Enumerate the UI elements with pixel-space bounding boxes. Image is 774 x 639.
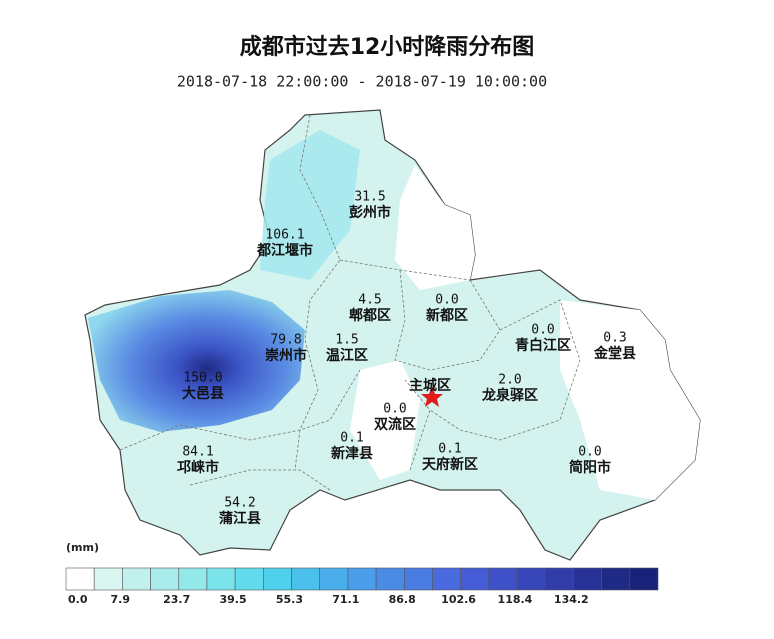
legend-unit: (mm) xyxy=(66,541,99,554)
boundary xyxy=(119,369,361,451)
legend-swatch xyxy=(432,567,461,591)
district-value: 79.8 xyxy=(270,333,301,348)
heavy-rain-area xyxy=(88,290,305,432)
dry-area xyxy=(560,300,700,500)
district-value: 54.2 xyxy=(224,496,255,511)
boundary xyxy=(429,299,581,441)
district-value: 0.1 xyxy=(340,431,363,446)
district-name: 青白江区 xyxy=(515,337,571,354)
map xyxy=(84,109,701,561)
district-name: 郫都区 xyxy=(349,307,391,324)
district-name: 彭州市 xyxy=(349,204,391,221)
boundary xyxy=(189,469,331,491)
legend-swatch xyxy=(93,567,123,591)
district-value: 106.1 xyxy=(265,228,304,243)
legend-swatch xyxy=(263,567,292,591)
dry-area xyxy=(395,165,475,290)
legend-swatch xyxy=(375,567,405,591)
district-name: 蒲江县 xyxy=(219,510,261,527)
district-name: 金堂县 xyxy=(593,345,636,362)
district-name: 龙泉驿区 xyxy=(481,387,538,404)
district-value: 2.0 xyxy=(498,373,521,388)
district-name: 邛崃市 xyxy=(177,459,219,476)
district-value: 0.0 xyxy=(383,402,406,417)
subtitle: 2018-07-18 22:00:00 - 2018-07-19 10:00:0… xyxy=(177,73,547,91)
boundary xyxy=(404,379,431,471)
district-name: 都江堰市 xyxy=(256,242,313,259)
district-value: 150.0 xyxy=(183,371,222,386)
district-name: 天府新区 xyxy=(422,456,478,473)
district-name: 崇州市 xyxy=(265,347,307,364)
legend-swatch xyxy=(488,567,518,591)
legend-label: 134.2 xyxy=(554,593,589,606)
boundary xyxy=(294,114,341,471)
district-value: 0.1 xyxy=(438,442,461,457)
legend-label: 86.8 xyxy=(389,593,416,606)
district-value: 0.0 xyxy=(578,445,601,460)
legend-swatch xyxy=(601,567,631,591)
legend-swatch xyxy=(544,567,574,591)
legend-label: 102.6 xyxy=(441,593,476,606)
district-value: 0.0 xyxy=(531,323,554,338)
title: 成都市过去12小时降雨分布图 xyxy=(240,34,535,60)
legend-swatch xyxy=(291,567,321,591)
legend-swatch xyxy=(65,567,95,591)
legend-label: 0.0 xyxy=(68,593,88,606)
region-outline xyxy=(84,109,701,561)
district-name: 新津县 xyxy=(331,445,373,462)
legend-swatch xyxy=(516,567,546,591)
district-name: 大邑县 xyxy=(182,385,224,402)
legend-swatch xyxy=(122,567,151,591)
legend-label: 118.4 xyxy=(498,593,533,606)
legend-swatch xyxy=(150,567,180,591)
legend-label: 23.7 xyxy=(163,593,190,606)
legend-label: 39.5 xyxy=(219,593,246,606)
dry-area xyxy=(350,360,420,480)
district-value: 31.5 xyxy=(354,190,385,205)
main-city-marker xyxy=(421,386,443,407)
district-name: 简阳市 xyxy=(569,459,611,476)
district-value: 84.1 xyxy=(182,445,213,460)
legend-swatch xyxy=(573,567,602,591)
district-name: 双流区 xyxy=(374,416,416,433)
district-value: 1.5 xyxy=(335,333,358,348)
legend-swatch xyxy=(234,567,264,591)
legend-label: 55.3 xyxy=(276,593,303,606)
legend-swatch xyxy=(629,567,659,591)
district-name: 主城区 xyxy=(409,377,451,394)
legend-swatch xyxy=(206,567,236,591)
boundary xyxy=(394,269,501,371)
district-name: 温江区 xyxy=(326,347,368,364)
district-value: 4.5 xyxy=(358,293,381,308)
district-labels: 31.5彭州市106.1都江堰市4.5郫都区0.0新都区79.8崇州市1.5温江… xyxy=(177,190,636,528)
legend-swatch xyxy=(403,567,433,591)
legend-swatch xyxy=(347,567,377,591)
district-value: 0.0 xyxy=(435,293,458,308)
legend-label: 71.1 xyxy=(332,593,359,606)
legend-swatch xyxy=(319,567,349,591)
district-name: 新都区 xyxy=(426,307,468,324)
wet-area xyxy=(260,130,360,280)
district-value: 0.3 xyxy=(603,331,626,346)
legend: 0.0 7.9 23.7 39.5 55.3 71.1 86.8 102.6 118.4 134.… xyxy=(65,567,659,606)
legend-swatch xyxy=(460,567,490,591)
legend-label: 7.9 xyxy=(111,593,131,606)
legend-swatch xyxy=(178,567,208,591)
